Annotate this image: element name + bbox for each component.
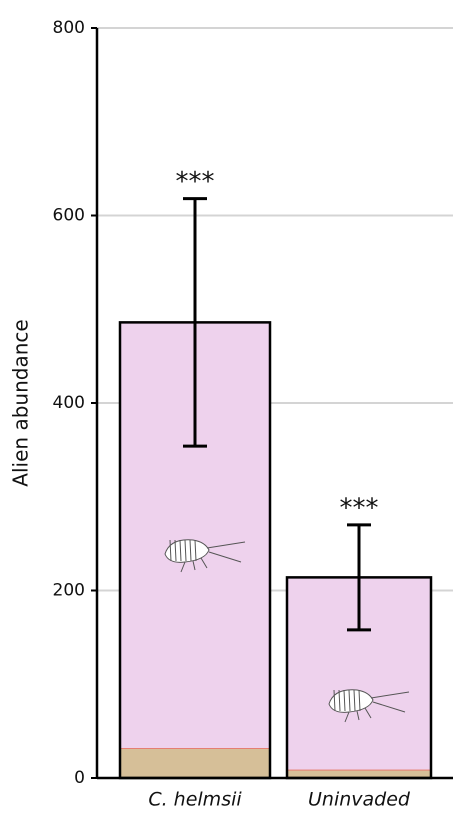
icon-segment xyxy=(348,689,351,712)
x-tick-label: C. helmsii xyxy=(148,789,242,811)
amphipod-icon xyxy=(164,539,246,573)
y-axis-label: Alien abundance xyxy=(9,319,33,486)
icon-segment xyxy=(358,689,361,712)
icon-segment xyxy=(184,539,187,562)
y-tick-label: 600 xyxy=(53,206,85,226)
icon-segment xyxy=(353,689,356,712)
bar-segment xyxy=(120,748,270,778)
y-tick-label: 0 xyxy=(74,768,85,788)
x-tick-label: Uninvaded xyxy=(308,789,411,811)
icon-segment xyxy=(338,689,341,712)
icon-segment xyxy=(169,539,172,562)
error-bar xyxy=(347,523,371,632)
y-tick-label: 200 xyxy=(53,581,85,601)
y-tick-label: 800 xyxy=(53,18,85,38)
icon-segment xyxy=(343,689,346,712)
error-bar xyxy=(183,197,207,448)
icon-segment xyxy=(174,539,177,562)
icon-segment xyxy=(189,539,192,562)
y-tick-label: 400 xyxy=(53,393,85,413)
plot: 0 200 400 600 800 *** C. helmsii *** Uninvaded xyxy=(53,18,453,811)
icon-segment xyxy=(194,539,197,562)
icon-antenna xyxy=(344,691,410,723)
icon-segment xyxy=(179,539,182,562)
annotation: *** xyxy=(340,493,379,523)
amphipod-icon xyxy=(328,689,410,723)
icon-antenna xyxy=(180,541,246,573)
bar-segment xyxy=(287,769,431,778)
icon-segment xyxy=(333,689,336,712)
annotation: *** xyxy=(176,167,215,197)
